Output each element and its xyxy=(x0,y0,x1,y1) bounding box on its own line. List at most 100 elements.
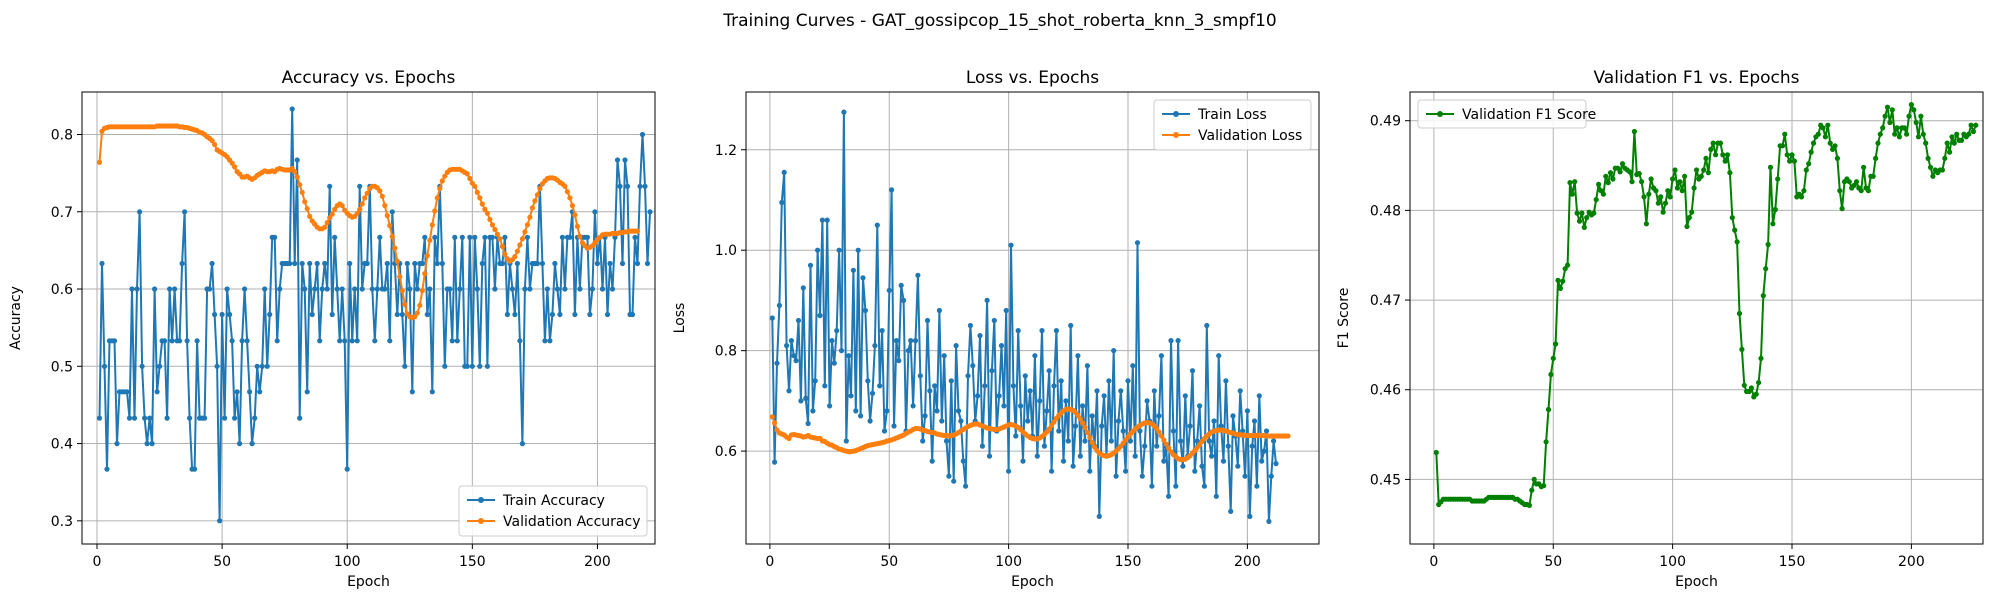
data-point xyxy=(996,393,1002,399)
data-point xyxy=(1084,363,1090,369)
data-point xyxy=(484,210,490,216)
data-point xyxy=(432,208,438,214)
data-point xyxy=(810,408,816,414)
data-point xyxy=(922,413,928,419)
data-point xyxy=(457,286,463,292)
data-point xyxy=(941,353,947,359)
data-point xyxy=(1058,378,1064,384)
data-point xyxy=(827,403,833,409)
data-point xyxy=(297,415,303,421)
data-point xyxy=(1008,242,1014,248)
data-point xyxy=(1149,483,1155,489)
y-tick-label: 0.46 xyxy=(1370,383,1401,399)
data-point xyxy=(1576,218,1583,224)
data-point xyxy=(464,363,470,369)
data-point xyxy=(951,478,957,484)
legend: Train Loss Validation Loss xyxy=(1153,99,1312,151)
chart-title: Loss vs. Epochs xyxy=(966,68,1099,88)
x-tick-label: 150 xyxy=(459,554,486,570)
data-point xyxy=(1548,371,1554,378)
data-point xyxy=(484,363,490,369)
data-point xyxy=(1629,179,1635,185)
data-point xyxy=(614,157,621,163)
y-tick-label: 1.2 xyxy=(715,143,737,159)
data-point xyxy=(874,222,880,228)
data-point xyxy=(1120,428,1126,434)
x-tick-label: 150 xyxy=(1779,554,1806,570)
data-point xyxy=(1228,508,1234,514)
data-point xyxy=(429,389,435,395)
data-point xyxy=(953,343,959,349)
data-point xyxy=(1273,461,1279,467)
data-point xyxy=(1798,194,1805,200)
x-axis-label: Epoch xyxy=(1011,574,1054,590)
axes-frame xyxy=(745,91,1320,545)
data-point xyxy=(948,378,954,384)
data-point xyxy=(354,338,360,344)
data-point xyxy=(1875,140,1881,146)
data-point xyxy=(392,245,398,251)
data-point xyxy=(829,338,835,344)
x-tick-label: 50 xyxy=(213,554,231,570)
data-point xyxy=(924,317,931,324)
data-point xyxy=(377,234,383,240)
data-point xyxy=(1068,322,1074,329)
data-point xyxy=(1170,428,1176,434)
x-axis-label: Epoch xyxy=(347,574,390,590)
y-tick-label: 0.7 xyxy=(51,205,73,221)
data-point xyxy=(1201,483,1207,489)
data-point xyxy=(1285,433,1291,439)
data-point xyxy=(1082,438,1088,444)
data-point xyxy=(472,183,478,189)
legend-marker xyxy=(1173,132,1179,138)
data-point xyxy=(1089,440,1095,446)
data-point xyxy=(544,286,551,292)
data-point xyxy=(492,286,498,292)
data-point xyxy=(958,418,964,424)
data-point xyxy=(454,338,460,344)
data-point xyxy=(459,234,465,240)
data-point xyxy=(1087,468,1093,474)
data-point xyxy=(419,260,425,267)
data-point xyxy=(1908,102,1914,108)
data-point xyxy=(1734,239,1740,245)
data-point xyxy=(517,338,523,344)
data-point xyxy=(479,201,485,207)
data-point xyxy=(855,247,861,253)
data-point xyxy=(1837,188,1843,194)
data-point xyxy=(1173,483,1179,489)
data-point xyxy=(788,338,795,344)
figure-suptitle: Training Curves - GAT_gossipcop_15_shot_… xyxy=(722,11,1276,31)
data-point xyxy=(469,363,475,369)
data-point xyxy=(607,260,613,267)
data-point xyxy=(901,297,907,303)
data-point xyxy=(1151,388,1157,394)
data-point xyxy=(1139,473,1145,479)
data-point xyxy=(477,195,483,201)
data-point xyxy=(327,183,333,189)
data-point xyxy=(494,231,500,237)
data-point xyxy=(1096,513,1102,520)
data-point xyxy=(407,286,413,292)
data-point xyxy=(352,286,358,292)
data-point xyxy=(939,418,945,424)
data-point xyxy=(299,189,305,195)
data-point xyxy=(419,288,425,294)
data-point xyxy=(287,260,293,267)
data-point xyxy=(254,363,260,369)
data-point xyxy=(594,260,601,267)
data-point xyxy=(549,311,556,318)
data-point xyxy=(1970,128,1976,135)
data-point xyxy=(1808,149,1814,155)
data-point xyxy=(1672,167,1678,173)
data-point xyxy=(142,415,148,421)
legend-box xyxy=(458,485,648,537)
data-point xyxy=(1641,194,1647,200)
data-point xyxy=(955,408,962,414)
data-point xyxy=(1037,398,1043,404)
data-point xyxy=(329,211,335,217)
data-point xyxy=(259,363,265,369)
data-point xyxy=(776,302,783,308)
data-point xyxy=(634,260,641,267)
data-point xyxy=(439,178,445,184)
